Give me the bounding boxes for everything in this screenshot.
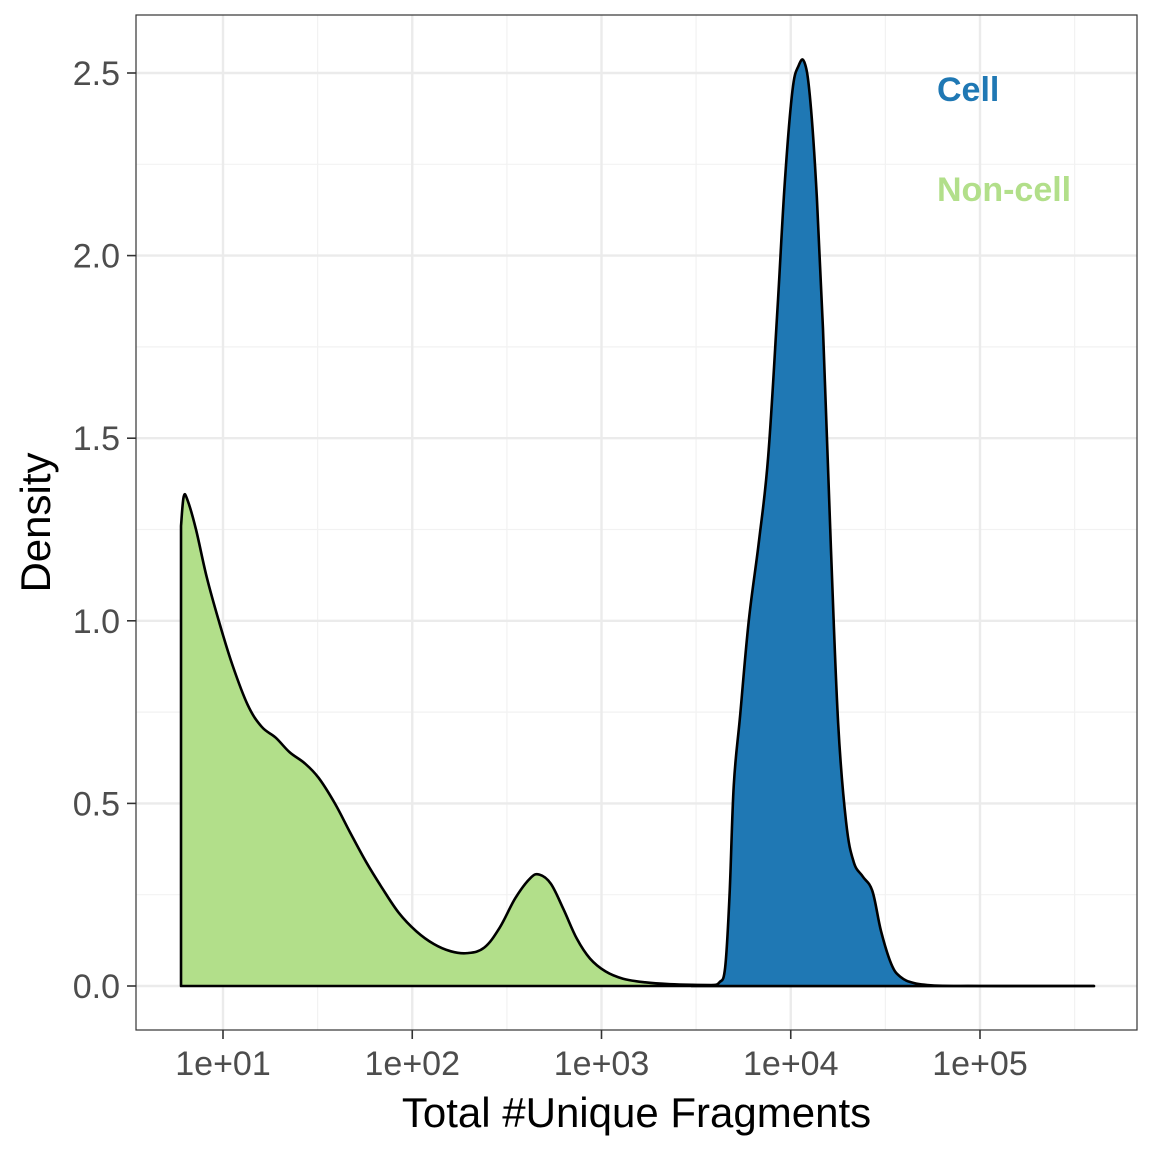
density-area-cell — [690, 58, 1096, 988]
legend: Cell Non-cell — [937, 71, 1071, 209]
x-tick-label: 1e+05 — [932, 1045, 1028, 1083]
y-tick-label: 1.0 — [73, 603, 120, 641]
y-tick-label: 2.5 — [73, 55, 120, 93]
x-axis-title: Total #Unique Fragments — [402, 1089, 871, 1136]
y-axis-title: Density — [12, 452, 59, 592]
x-tick-label: 1e+04 — [743, 1045, 839, 1083]
series-areas — [179, 58, 1096, 988]
y-tick-label: 1.5 — [73, 420, 120, 458]
legend-label-non-cell: Non-cell — [937, 171, 1071, 209]
y-tick-label: 0.0 — [73, 968, 120, 1006]
y-tick-label: 2.0 — [73, 238, 120, 276]
plot-panel-border — [135, 14, 1138, 1031]
x-tick-label: 1e+01 — [175, 1045, 271, 1083]
x-tick-label: 1e+02 — [365, 1045, 461, 1083]
y-tick-label: 0.5 — [73, 785, 120, 823]
x-tick-label: 1e+03 — [554, 1045, 650, 1083]
axes: 1e+01 1e+02 1e+03 1e+04 1e+05 0.0 0.5 1.0 1.5 2.0… — [73, 55, 1028, 1083]
legend-label-cell: Cell — [937, 71, 999, 109]
